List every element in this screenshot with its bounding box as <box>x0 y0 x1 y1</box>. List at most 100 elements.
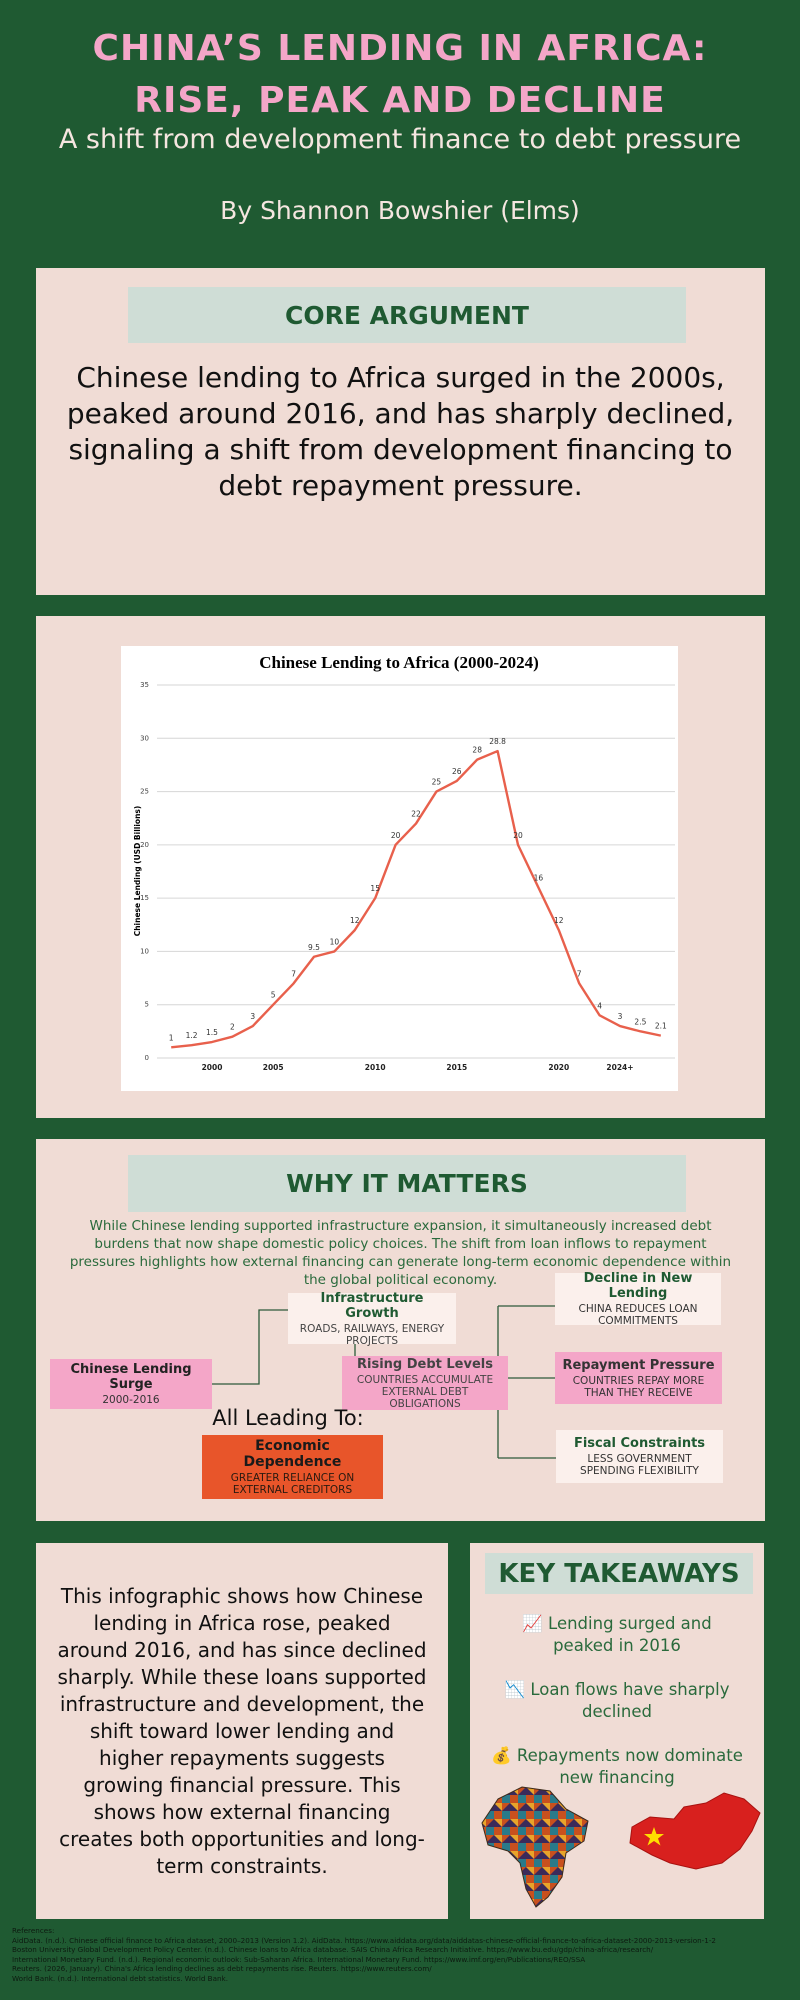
node-title: Infrastructure Growth <box>320 1290 424 1321</box>
data-label: 12 <box>350 916 360 925</box>
y-tick-label: 0 <box>145 1054 149 1062</box>
takeaways-panel: KEY TAKEAWAYS 📈 Lending surged and peake… <box>470 1543 764 1919</box>
node-detail: GREATER RELIANCE ON EXTERNAL CREDITORS <box>230 1472 355 1496</box>
reference: World Bank. (n.d.). International debt s… <box>12 1973 229 1983</box>
node-title: Repayment Pressure <box>562 1357 715 1373</box>
takeaway: 📉 Loan flows have sharply declined <box>490 1679 744 1723</box>
y-axis-title: Chinese Lending (USD Billions) <box>133 806 142 937</box>
data-label: 28.8 <box>489 737 506 746</box>
node-title: Decline in New Lending <box>583 1271 693 1301</box>
y-tick-label: 15 <box>140 894 149 902</box>
star <box>644 1827 664 1846</box>
data-label: 10 <box>330 937 340 946</box>
data-label: 3 <box>250 1012 255 1021</box>
section-heading: WHY IT MATTERS <box>128 1155 686 1212</box>
data-label: 3 <box>618 1012 623 1021</box>
node-detail: COUNTRIES REPAY MORE THAN THEY RECEIVE <box>572 1374 705 1399</box>
data-label: 9.5 <box>308 943 320 952</box>
node-detail: CHINA REDUCES LOAN COMMITMENTS <box>578 1303 698 1327</box>
data-label: 2.5 <box>634 1017 646 1026</box>
chart-title: Chinese Lending to Africa (2000-2024) <box>259 653 539 672</box>
reference: International Monetary Fund. (n.d.). Reg… <box>12 1954 586 1964</box>
flow-node: Rising Debt Levels COUNTRIES ACCUMULATE … <box>342 1356 508 1410</box>
data-label: 28 <box>472 746 482 755</box>
x-tick-label: 2020 <box>548 1063 569 1072</box>
node-title: Rising Debt Levels <box>357 1356 493 1372</box>
data-label: 1 <box>169 1033 174 1042</box>
flow-node: Chinese Lending Surge 2000-2016 <box>50 1359 212 1409</box>
flow-node: Repayment Pressure COUNTRIES REPAY MORE … <box>555 1352 722 1404</box>
data-label: 7 <box>577 969 582 978</box>
subtitle: A shift from development finance to debt… <box>58 124 742 155</box>
x-tick-label: 2015 <box>446 1063 467 1072</box>
section-heading: CORE ARGUMENT <box>128 287 686 343</box>
x-tick-label: 2024+ <box>606 1063 633 1072</box>
data-label: 20 <box>391 831 401 840</box>
data-label: 15 <box>370 884 380 893</box>
node-detail: ROADS, RAILWAYS, ENERGY PROJECTS <box>299 1322 445 1347</box>
node-detail: COUNTRIES ACCUMULATE EXTERNAL DEBT OBLIG… <box>356 1373 494 1410</box>
why-text: While Chinese lending supported infrastr… <box>69 1218 732 1288</box>
reference: Boston University Global Development Pol… <box>12 1945 654 1955</box>
data-label: 1.2 <box>186 1031 198 1040</box>
y-tick-label: 20 <box>140 841 149 849</box>
takeaway-icon: 📈 <box>522 1614 543 1633</box>
references-heading: References: <box>12 1926 55 1935</box>
summary-panel: This infographic shows how Chinese lendi… <box>36 1543 448 1919</box>
data-label: 1.5 <box>206 1028 218 1037</box>
data-line <box>171 749 662 1049</box>
y-tick-label: 5 <box>145 1001 149 1009</box>
takeaway: 📈 Lending surged and peaked in 2016 <box>490 1613 744 1657</box>
reference: AidData. (n.d.). Chinese official financ… <box>12 1935 717 1945</box>
byline: By Shannon Bowshier (Elms) <box>220 196 580 225</box>
maps <box>481 1786 761 1908</box>
connector <box>212 1309 288 1385</box>
flow-node: Fiscal Constraints LESS GOVERNMENT SPEND… <box>556 1430 723 1483</box>
references: References: AidData. (n.d.). Chinese off… <box>12 1926 794 1984</box>
node-detail: LESS GOVERNMENT SPENDING FLEXIBILITY <box>580 1453 699 1477</box>
reference: Reuters. (2026, January). China's Africa… <box>12 1964 432 1974</box>
data-label: 2.1 <box>655 1022 667 1031</box>
data-label: 2 <box>230 1023 235 1032</box>
node-title: Fiscal Constraints <box>573 1436 706 1451</box>
data-label: 5 <box>271 991 276 1000</box>
chart: Chinese Lending to Africa (2000-2024) Ch… <box>121 646 678 1091</box>
flow-node: Infrastructure Growth ROADS, RAILWAYS, E… <box>288 1290 456 1347</box>
china-map <box>629 1792 761 1870</box>
node-title: Economic Dependence <box>243 1438 342 1470</box>
y-tick-label: 10 <box>140 947 149 955</box>
argument-text: Chinese lending to Africa surged in the … <box>66 361 735 502</box>
title-line: CHINA’S LENDING IN AFRICA: <box>92 28 708 69</box>
takeaway-icon: 💰 <box>491 1746 512 1765</box>
node-detail: 2000-2016 <box>102 1394 160 1406</box>
data-label: 20 <box>513 831 523 840</box>
data-label: 22 <box>411 810 421 819</box>
y-tick-label: 25 <box>140 788 149 796</box>
data-label: 25 <box>432 778 442 787</box>
data-label: 12 <box>554 916 564 925</box>
data-label: 26 <box>452 767 462 776</box>
takeaway-text: Loan flows have sharply declined <box>530 1680 730 1721</box>
node-title: Chinese Lending Surge <box>70 1362 192 1392</box>
x-tick-label: 2005 <box>263 1063 284 1072</box>
takeaway-text: Lending surged and peaked in 2016 <box>548 1614 712 1655</box>
flow-node: Decline in New Lending CHINA REDUCES LOA… <box>555 1271 721 1327</box>
title-line: RISE, PEAK AND DECLINE <box>134 80 666 121</box>
x-tick-label: 2000 <box>202 1063 223 1072</box>
outcome-node: Economic Dependence GREATER RELIANCE ON … <box>202 1435 383 1499</box>
summary-text: This infographic shows how Chinese lendi… <box>57 1584 427 1878</box>
x-tick-label: 2010 <box>365 1063 386 1072</box>
data-label: 7 <box>291 969 296 978</box>
leading-to: All Leading To: <box>212 1406 364 1430</box>
data-label: 16 <box>534 873 544 882</box>
y-tick-label: 30 <box>140 734 149 742</box>
core-panel: CORE ARGUMENT Chinese lending to Africa … <box>36 268 765 595</box>
y-tick-label: 35 <box>140 681 149 689</box>
takeaway-icon: 📉 <box>504 1680 526 1699</box>
data-label: 4 <box>597 1001 602 1010</box>
africa-map <box>481 1786 589 1908</box>
takeaway-text: Repayments now dominate new financing <box>516 1746 743 1787</box>
takeaway: 💰 Repayments now dominate new financing <box>490 1745 744 1789</box>
section-heading: KEY TAKEAWAYS <box>485 1553 753 1594</box>
